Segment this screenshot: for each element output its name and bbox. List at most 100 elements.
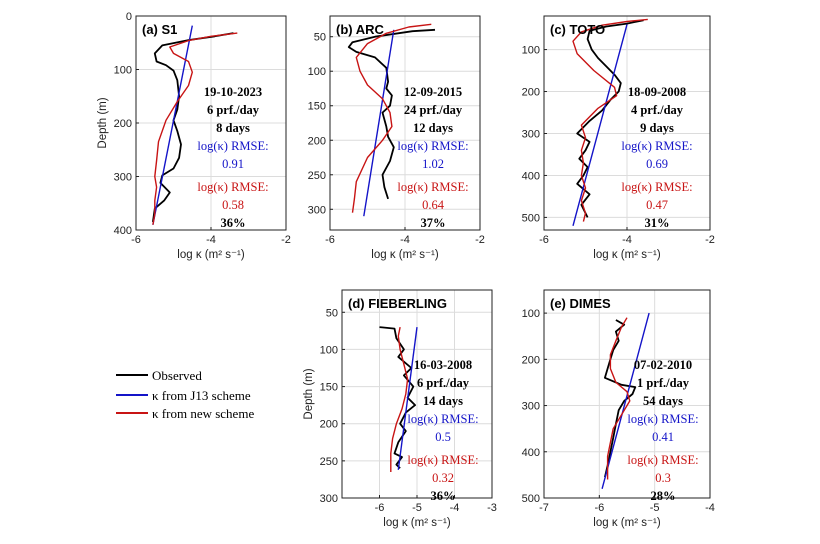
series-new-arc: [351, 23, 432, 213]
series-new-toto: [572, 18, 648, 222]
annotation-profiles: 4 prf./day: [631, 103, 684, 117]
annotation-new-value: 0.47: [646, 198, 668, 212]
annotation-j13-label: log(κ) RMSE:: [397, 139, 468, 153]
y-tick-label: 400: [522, 447, 540, 459]
annotation-j13-value: 0.91: [222, 157, 244, 171]
y-tick-label: 300: [522, 128, 540, 140]
y-tick-label: 50: [314, 32, 326, 44]
annotation-new-value: 0.64: [422, 198, 445, 212]
y-tick-label: 200: [522, 87, 540, 99]
annotation-percent: 36%: [221, 216, 246, 230]
series-j13-arc: [363, 29, 395, 217]
x-tick-label: -2: [475, 234, 485, 246]
y-tick-label: 500: [522, 493, 540, 505]
y-tick-label: 500: [522, 212, 540, 224]
annotation-percent: 31%: [645, 216, 670, 230]
y-tick-label: 300: [114, 172, 132, 184]
y-tick-label: 200: [320, 419, 338, 431]
x-tick-label: -6: [131, 234, 141, 246]
y-tick-label: 100: [522, 308, 540, 320]
annotation-new-label: log(κ) RMSE:: [197, 180, 268, 194]
legend-observed-label: Observed: [152, 368, 202, 383]
y-tick-label: 300: [308, 204, 326, 216]
x-tick-label: -3: [487, 502, 497, 514]
x-tick-label: -5: [650, 502, 660, 514]
annotation-duration: 14 days: [423, 394, 463, 408]
annotation-new-value: 0.32: [432, 471, 454, 485]
annotation-profiles: 6 prf./day: [417, 376, 470, 390]
series-j13-s1: [152, 25, 193, 225]
x-tick-label: -4: [450, 502, 460, 514]
series-observed-arc: [347, 28, 436, 200]
y-tick-label: 150: [308, 101, 326, 113]
panel-dimes: -7 -6 -5 -4 100 200 300 400 500 log κ (m² s⁻¹) (e)…: [522, 289, 715, 529]
panel-title: (c) TOTO: [550, 22, 605, 37]
annotation-j13-value: 0.41: [652, 430, 674, 444]
series-j13-toto: [572, 24, 628, 226]
annotation-j13-label: log(κ) RMSE:: [627, 412, 698, 426]
annotation-date: 18-09-2008: [628, 85, 686, 99]
x-tick-label: -7: [539, 502, 549, 514]
annotation-j13-value: 1.02: [422, 157, 444, 171]
x-axis-label: log κ (m² s⁻¹): [593, 249, 661, 261]
y-tick-label: 200: [522, 354, 540, 366]
y-axis-label: Depth (m): [97, 97, 109, 148]
annotation-duration: 9 days: [640, 121, 674, 135]
annotation-date: 12-09-2015: [404, 85, 462, 99]
y-tick-label: 100: [114, 65, 132, 77]
axes-frame-dimes: [543, 289, 711, 499]
y-tick-label: 400: [114, 225, 132, 237]
x-tick-label: -4: [400, 234, 410, 246]
x-tick-label: -4: [705, 502, 715, 514]
y-tick-label: 100: [522, 45, 540, 57]
panel-fieberling: -6 -5 -4 -3 50 100 150 200 250 300 log κ (m² s⁻¹) D…: [303, 289, 497, 529]
series-j13-dimes: [601, 312, 650, 489]
x-tick-label: -4: [622, 234, 632, 246]
legend-new-label: κ from new scheme: [152, 406, 254, 421]
y-tick-label: 250: [308, 170, 326, 182]
y-tick-label: 400: [522, 170, 540, 182]
annotation-new-label: log(κ) RMSE:: [407, 453, 478, 467]
annotation-new-label: log(κ) RMSE:: [621, 180, 692, 194]
annotation-profiles: 24 prf./day: [404, 103, 463, 117]
panel-arc: -6 -4 -2 50 100 150 200 250 300 log κ (m² s⁻¹) (b)…: [308, 15, 485, 261]
annotation-duration: 54 days: [643, 394, 683, 408]
annotation-date: 19-10-2023: [204, 85, 262, 99]
x-tick-label: -6: [539, 234, 549, 246]
annotation-percent: 37%: [421, 216, 446, 230]
annotation-duration: 12 days: [413, 121, 453, 135]
panel-title: (e) DIMES: [550, 296, 611, 311]
x-tick-label: -2: [705, 234, 715, 246]
legend: Observed κ from J13 scheme κ from new sc…: [116, 368, 254, 421]
series-observed-s1: [152, 32, 234, 223]
x-tick-label: -5: [412, 502, 422, 514]
x-tick-label: -6: [594, 502, 604, 514]
annotation-date: 16-03-2008: [414, 358, 472, 372]
annotation-date: 07-02-2010: [634, 358, 692, 372]
panel-toto: -6 -4 -2 100 200 300 400 500 log κ (m² s⁻¹) (c) T…: [522, 15, 715, 261]
annotation-j13-label: log(κ) RMSE:: [197, 139, 268, 153]
annotation-j13-label: log(κ) RMSE:: [621, 139, 692, 153]
y-tick-label: 200: [114, 118, 132, 130]
annotation-duration: 8 days: [216, 121, 250, 135]
series-observed-dimes: [604, 319, 637, 478]
annotation-new-label: log(κ) RMSE:: [627, 453, 698, 467]
y-tick-label: 50: [326, 307, 338, 319]
y-tick-label: 0: [126, 11, 132, 23]
series-new-s1: [152, 32, 238, 225]
annotation-j13-value: 0.5: [435, 430, 451, 444]
y-tick-label: 250: [320, 456, 338, 468]
series-j13-fieberling: [397, 327, 418, 470]
x-axis-label: log κ (m² s⁻¹): [177, 249, 245, 261]
series-observed-fieberling: [379, 326, 416, 469]
panel-title: (a) S1: [142, 22, 177, 37]
x-axis-label: log κ (m² s⁻¹): [383, 517, 451, 529]
panel-title: (d) FIEBERLING: [348, 296, 447, 311]
x-tick-label: -6: [325, 234, 335, 246]
y-axis-label: Depth (m): [303, 368, 315, 419]
y-tick-label: 300: [522, 401, 540, 413]
y-tick-label: 200: [308, 135, 326, 147]
x-tick-label: -2: [281, 234, 291, 246]
x-axis-label: log κ (m² s⁻¹): [371, 249, 439, 261]
